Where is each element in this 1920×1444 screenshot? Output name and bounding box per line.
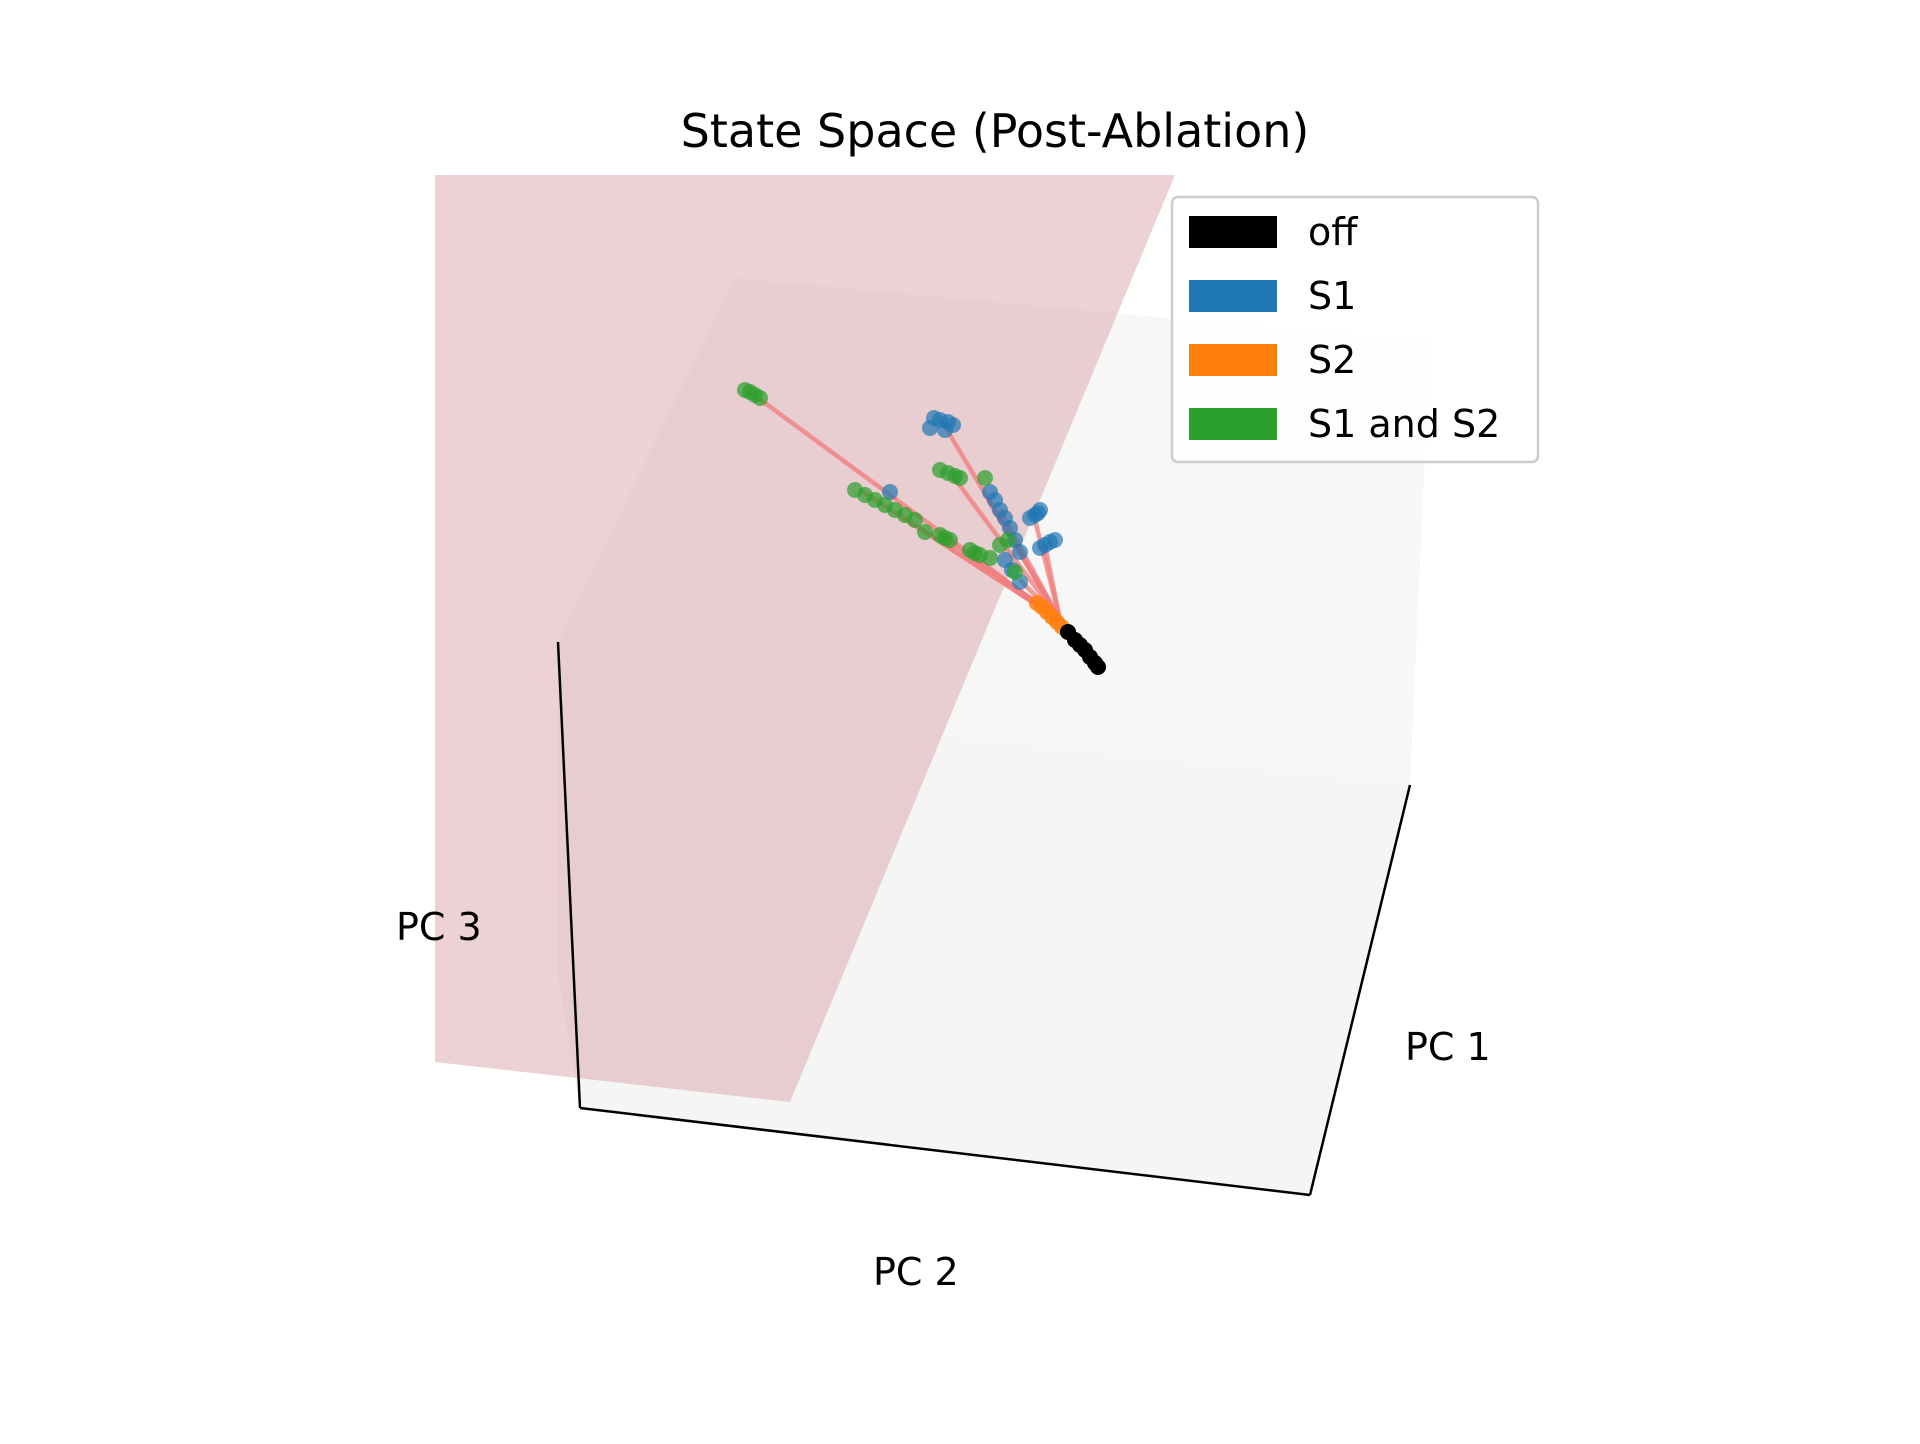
legend-label-2: S2: [1308, 338, 1356, 382]
y-axis-line: [579, 1106, 1311, 1197]
data-point-s1-12: [1012, 544, 1028, 560]
legend-swatch-0: [1189, 216, 1277, 248]
z-axis-line: [556, 641, 582, 1109]
x-axis-line: [1308, 784, 1412, 1196]
chart-title: State Space (Post-Ablation): [681, 104, 1310, 158]
trajectory-points: [737, 382, 1106, 675]
data-point-s1-and-s2-33: [977, 470, 993, 486]
z-axis-label: PC 3: [396, 905, 482, 949]
data-point-s1-and-s2-41: [917, 524, 933, 540]
trajectory-line-7: [1042, 544, 1063, 621]
legend-frame: [1170, 195, 1540, 464]
data-point-s1-and-s2-51: [1007, 564, 1023, 580]
y-axis-label: PC 2: [873, 1250, 959, 1294]
legend: off S1 S2 S1 and S2: [1170, 195, 1540, 464]
legend-label-1: S1: [1308, 274, 1356, 318]
data-point-s1-5: [922, 420, 938, 436]
data-point-s1-and-s2-50: [1000, 532, 1016, 548]
legend-label-0: off: [1308, 210, 1358, 254]
x-axis-label: PC 1: [1405, 1025, 1491, 1069]
legend-label-3: S1 and S2: [1308, 402, 1500, 446]
data-point-s1-4: [937, 422, 953, 438]
data-point-s1-and-s2-32: [952, 470, 968, 486]
data-point-s1-and-s2-40: [907, 512, 923, 528]
data-point-s1-and-s2-44: [942, 532, 958, 548]
separating-plane: [435, 175, 1175, 1102]
data-point-s1-16: [1032, 502, 1048, 518]
data-point-s1-10: [1002, 520, 1018, 536]
data-point-s1-20: [1047, 532, 1063, 548]
data-point-s1-and-s2-48: [982, 550, 998, 566]
data-point-s1-and-s2-28: [752, 390, 768, 406]
legend-swatch-1: [1189, 280, 1277, 312]
data-point-off-65: [1090, 659, 1106, 675]
data-point-s1-21: [882, 484, 898, 500]
legend-swatch-2: [1189, 344, 1277, 376]
legend-swatch-3: [1189, 408, 1277, 440]
